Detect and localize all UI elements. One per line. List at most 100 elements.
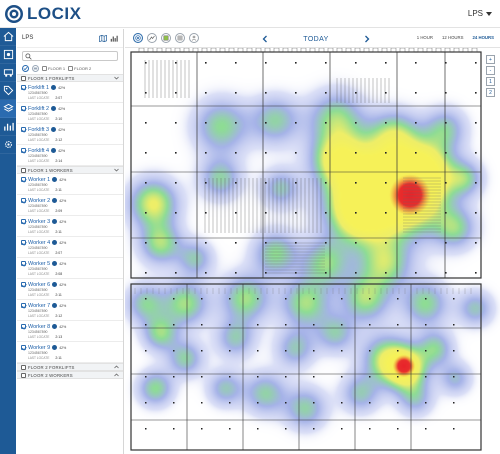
asset-name[interactable]: Worker 9 (28, 344, 51, 351)
asset-list-item[interactable]: Forklift 4 42% 1234567890 LAST LOCATE 2:14 (17, 145, 123, 166)
group-checkbox[interactable] (21, 364, 26, 370)
asset-checkbox[interactable] (21, 177, 26, 182)
info-icon[interactable] (52, 177, 58, 182)
asset-checkbox[interactable] (21, 282, 26, 287)
group-header[interactable]: FLOOR 2 FORKLIFTS (17, 363, 123, 371)
column-marker (313, 350, 315, 352)
info-icon[interactable] (52, 261, 58, 266)
asset-checkbox[interactable] (21, 261, 26, 266)
asset-checkbox[interactable] (21, 240, 26, 245)
column-marker (229, 324, 231, 326)
info-icon[interactable] (52, 345, 58, 350)
info-icon[interactable] (51, 127, 57, 132)
group-checkbox[interactable] (21, 75, 26, 81)
dock-door (354, 48, 361, 53)
info-icon[interactable] (51, 85, 57, 90)
column-marker (173, 428, 175, 430)
asset-checkbox[interactable] (21, 127, 26, 132)
asset-name[interactable]: Worker 8 (28, 323, 51, 330)
asset-list-item[interactable]: Forklift 3 42% 1234567890 LAST LOCATE 2:12 (17, 124, 123, 145)
search-input[interactable] (23, 60, 117, 68)
asset-checkbox[interactable] (21, 219, 26, 224)
asset-name[interactable]: Forklift 4 (28, 147, 50, 154)
chevron-left-icon[interactable] (262, 35, 268, 43)
column-marker (313, 428, 315, 430)
asset-name[interactable]: Forklift 3 (28, 126, 50, 133)
asset-checkbox[interactable] (21, 85, 26, 90)
nav-vehicle[interactable] (0, 64, 16, 82)
asset-list-item[interactable]: Worker 5 42% 1234567890 LAST LOCATE 2:08 (17, 258, 123, 279)
group-header[interactable]: FLOOR 1 FORKLIFTS (17, 74, 123, 82)
floor-2-button[interactable]: 2 (486, 88, 495, 97)
asset-checkbox[interactable] (21, 345, 26, 350)
info-icon[interactable] (52, 240, 58, 245)
heatmap-button[interactable] (133, 33, 143, 43)
user-menu[interactable]: LPS (468, 9, 492, 18)
asset-list-item[interactable]: Worker 7 42% 1234567890 LAST LOCATE 2:12 (17, 300, 123, 321)
info-icon[interactable] (52, 219, 58, 224)
nav-analytics[interactable] (0, 118, 16, 136)
brand-logo[interactable]: LOCIX (4, 4, 81, 24)
bar-chart-icon[interactable] (110, 35, 118, 42)
asset-name[interactable]: Worker 3 (28, 218, 51, 225)
heatmap-icon (135, 35, 141, 41)
asset-list-item[interactable]: Worker 8 42% 1234567890 LAST LOCATE 2:13 (17, 321, 123, 342)
column-marker (415, 152, 417, 154)
asset-name[interactable]: Worker 2 (28, 197, 51, 204)
asset-list-item[interactable]: Worker 3 42% 1234567890 LAST LOCATE 2:11 (17, 216, 123, 237)
asset-name[interactable]: Worker 7 (28, 302, 51, 309)
asset-name[interactable]: Worker 6 (28, 281, 51, 288)
column-marker (445, 272, 447, 274)
group-checkbox[interactable] (21, 372, 26, 378)
person-button[interactable] (189, 33, 199, 43)
asset-checkbox[interactable] (21, 303, 26, 308)
asset-checkbox[interactable] (21, 106, 26, 111)
info-icon[interactable] (52, 324, 58, 329)
asset-list-item[interactable]: Worker 6 42% 1234567890 LAST LOCATE 2:11 (17, 279, 123, 300)
zone-button[interactable] (161, 33, 171, 43)
range-option[interactable]: 12 HOURS (442, 35, 464, 40)
last-locate-value: 2:07 (55, 250, 63, 255)
asset-name[interactable]: Forklift 1 (28, 84, 50, 91)
asset-checkbox[interactable] (21, 148, 26, 153)
asset-checkbox[interactable] (21, 198, 26, 203)
zoom-in-button[interactable]: + (486, 55, 495, 64)
search-field[interactable] (22, 51, 118, 68)
range-option[interactable]: 1 HOUR (416, 35, 433, 40)
asset-list-item[interactable]: Worker 4 42% 1234567890 LAST LOCATE 2:07 (17, 237, 123, 258)
chevron-right-icon[interactable] (364, 35, 370, 43)
asset-name[interactable]: Worker 4 (28, 239, 51, 246)
asset-list-item[interactable]: Worker 2 42% 1234567890 LAST LOCATE 2:09 (17, 195, 123, 216)
info-icon[interactable] (52, 303, 58, 308)
asset-list-item[interactable]: Worker 1 42% 1234567890 LAST LOCATE 2:11 (17, 174, 123, 195)
column-marker (385, 182, 387, 184)
info-icon[interactable] (52, 282, 58, 287)
range-option[interactable]: 24 HOURS (472, 35, 495, 40)
nav-layers[interactable] (0, 100, 16, 118)
map-icon[interactable] (99, 34, 107, 42)
group-header[interactable]: FLOOR 1 WORKERS (17, 166, 123, 174)
column-marker (475, 182, 477, 184)
asset-name[interactable]: Forklift 2 (28, 105, 50, 112)
asset-name[interactable]: Worker 5 (28, 260, 51, 267)
date-label[interactable]: TODAY (303, 35, 329, 43)
group-checkbox[interactable] (21, 167, 26, 173)
nav-location[interactable] (0, 46, 16, 64)
asset-list-item[interactable]: Forklift 2 42% 1234567890 LAST LOCATE 2:10 (17, 103, 123, 124)
floor-map[interactable]: + - 1 2 (125, 48, 500, 454)
nav-home[interactable] (0, 28, 16, 46)
floor-1-button[interactable]: 1 (486, 77, 495, 86)
asset-list-item[interactable]: Worker 9 42% 1234567890 LAST LOCATE 2:11 (17, 342, 123, 363)
zoom-out-button[interactable]: - (486, 66, 495, 75)
nav-settings[interactable] (0, 136, 16, 154)
grid-button[interactable] (175, 33, 185, 43)
asset-name[interactable]: Worker 1 (28, 176, 51, 183)
info-icon[interactable] (51, 148, 57, 153)
path-button[interactable] (147, 33, 157, 43)
asset-list-item[interactable]: Forklift 1 42% 1234567890 LAST LOCATE 2:07 (17, 82, 123, 103)
info-icon[interactable] (51, 106, 57, 111)
info-icon[interactable] (52, 198, 58, 203)
asset-checkbox[interactable] (21, 324, 26, 329)
group-header[interactable]: FLOOR 2 WORKERS (17, 371, 123, 379)
nav-tag[interactable] (0, 82, 16, 100)
